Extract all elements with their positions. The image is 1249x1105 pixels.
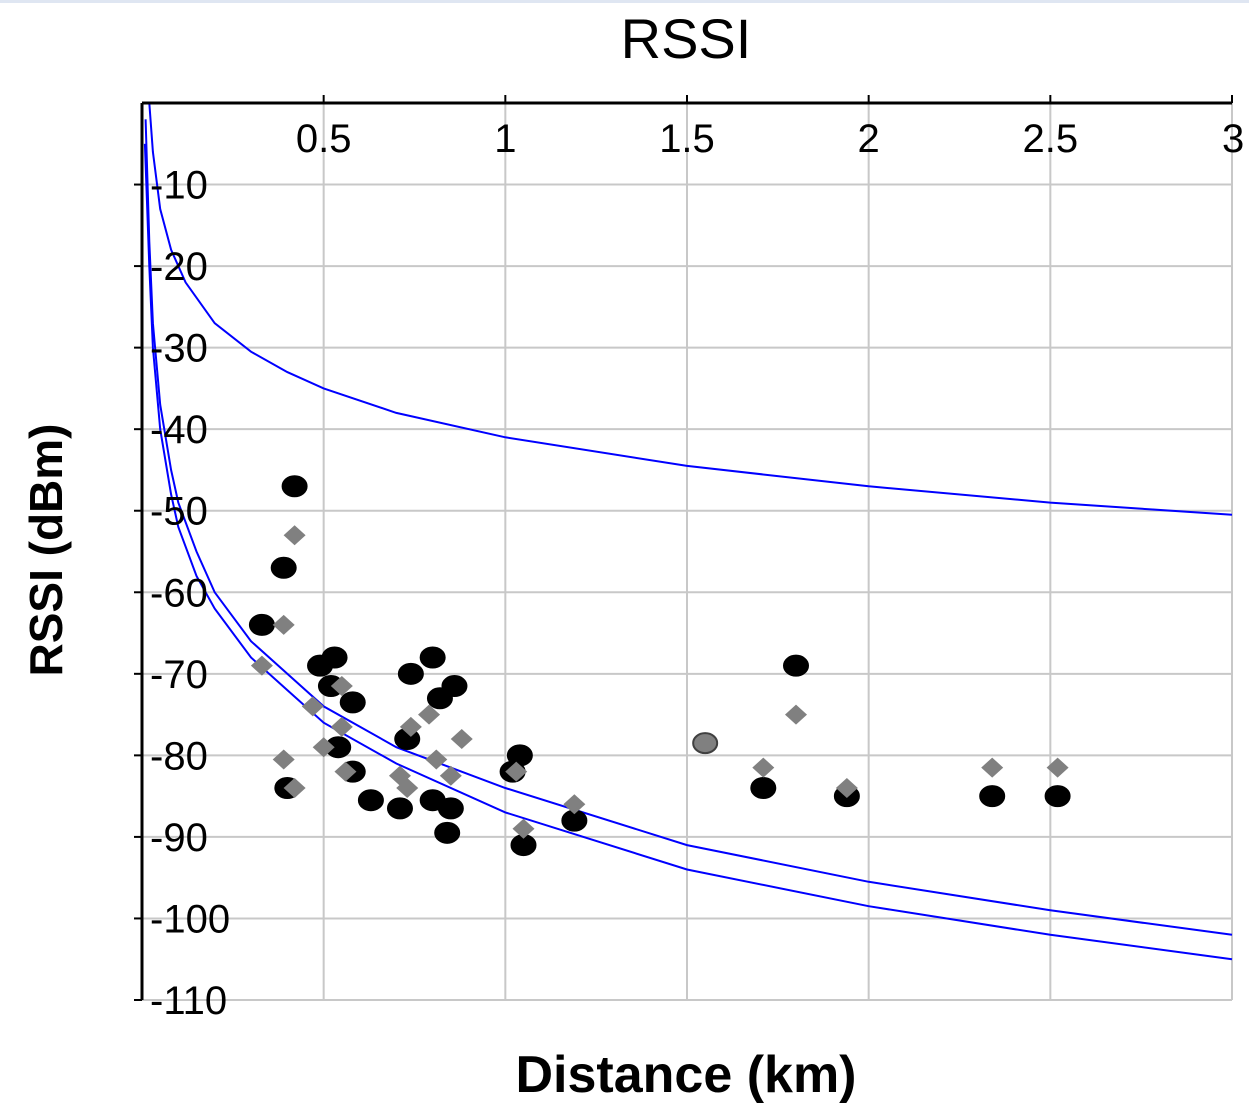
y-tick-label: -30: [150, 327, 208, 371]
data-point-diamond: [835, 777, 858, 798]
y-tick-label: -10: [150, 164, 208, 208]
x-tick-label: 2.5: [1023, 117, 1079, 161]
data-point-circle: [783, 654, 809, 677]
data-point-diamond: [512, 818, 535, 839]
axes: [134, 95, 1233, 1001]
data-point-circle: [750, 776, 777, 799]
data-point-circle: [270, 556, 297, 579]
y-tick-label: -20: [150, 245, 208, 289]
data-point-diamond: [250, 655, 273, 676]
data-point-circle: [248, 613, 275, 636]
x-tick-label: 1.5: [659, 117, 715, 161]
data-point-circle: [339, 691, 366, 714]
y-tick-label: -90: [150, 816, 208, 860]
model-curve: [143, 143, 1233, 961]
data-point-circle: [386, 797, 413, 820]
data-points: [248, 475, 1071, 857]
y-axis-label: RSSI (dBm): [20, 424, 72, 677]
chart-title: RSSI: [621, 7, 752, 70]
y-tick-label: -40: [150, 408, 208, 452]
model-curve: [144, 119, 1233, 936]
data-point-diamond: [334, 761, 357, 782]
y-tick-label: -50: [150, 490, 208, 534]
y-tick-label: -100: [150, 897, 230, 941]
data-point-diamond: [272, 614, 295, 635]
x-tick-label: 3: [1222, 117, 1244, 161]
data-point-diamond: [425, 749, 448, 770]
data-point-circle: [357, 789, 384, 812]
data-point-circle: [979, 785, 1006, 808]
model-curves: [143, 102, 1233, 961]
data-point-diamond: [439, 765, 462, 786]
data-point-diamond: [752, 757, 775, 778]
y-tick-label: -70: [150, 653, 208, 697]
data-point-circle: [419, 646, 446, 669]
x-tick-labels: 0.5 1 1.5 2 2.5 3: [296, 117, 1244, 161]
x-tick-label: 0.5: [296, 117, 352, 161]
data-point-diamond: [981, 757, 1004, 778]
data-point-diamond: [272, 749, 295, 770]
data-point-diamond: [505, 761, 528, 782]
data-point-circle: [692, 732, 719, 755]
data-point-diamond: [1046, 757, 1069, 778]
data-point-diamond: [330, 676, 353, 697]
y-tick-label: -80: [150, 734, 208, 778]
data-point-diamond: [418, 704, 441, 725]
y-tick-label: -60: [150, 571, 208, 615]
y-tick-label: -110: [150, 979, 227, 1023]
data-point-circle: [307, 654, 334, 677]
y-tick-labels: -10 -20 -30 -40 -50 -60 -70 -80 -90 -100 -110: [150, 164, 230, 1023]
data-point-diamond: [399, 716, 422, 737]
data-point-diamond: [283, 777, 306, 798]
data-point-diamond: [283, 525, 306, 546]
data-point-diamond: [450, 729, 473, 750]
data-point-circle: [397, 662, 424, 685]
data-point-circle: [281, 475, 308, 498]
data-point-circle: [434, 821, 461, 844]
data-point-diamond: [330, 716, 353, 737]
data-point-diamond: [563, 794, 586, 815]
x-axis-label: Distance (km): [516, 1046, 857, 1104]
model-curve: [148, 102, 1233, 516]
data-point-diamond: [312, 737, 335, 758]
data-point-diamond: [301, 696, 324, 717]
x-tick-label: 2: [858, 117, 880, 161]
grid-lines: [142, 103, 1233, 1001]
window-top-border: [0, 0, 1249, 3]
data-point-circle: [441, 675, 468, 698]
data-point-circle: [1044, 785, 1071, 808]
x-tick-label: 1: [494, 117, 516, 161]
data-point-diamond: [785, 704, 807, 725]
data-point-circle: [437, 797, 464, 820]
data-point-diamond: [396, 777, 419, 798]
